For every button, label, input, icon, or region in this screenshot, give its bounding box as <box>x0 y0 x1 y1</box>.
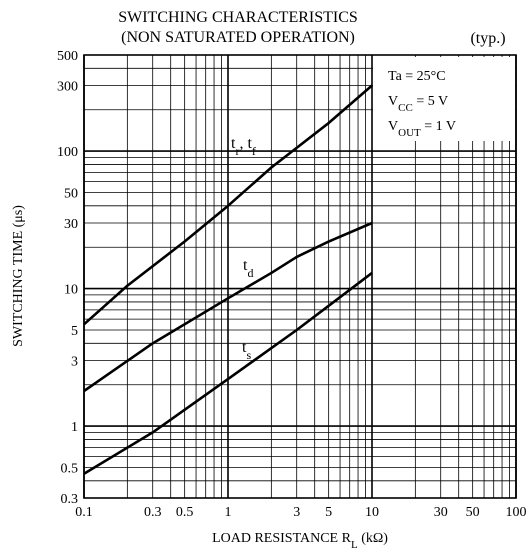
x-tick-label: 3 <box>293 505 300 520</box>
x-tick-label: 1 <box>225 505 232 520</box>
x-tick-label: 5 <box>325 505 332 520</box>
y-tick-label: 0.3 <box>61 492 79 507</box>
x-axis-label: LOAD RESISTANCE RL (kΩ) <box>212 531 388 551</box>
x-tick-label: 30 <box>434 505 448 520</box>
y-tick-label: 3 <box>71 355 78 370</box>
x-tick-label: 0.5 <box>176 505 194 520</box>
series-label: td <box>243 257 253 280</box>
condition-sub: CC <box>398 102 413 114</box>
y-tick-label: 10 <box>64 283 78 298</box>
x-tick-label: 50 <box>466 505 480 520</box>
condition-part: V <box>388 94 398 109</box>
y-tick-label: 0.5 <box>61 461 79 476</box>
series-label-sub: s <box>246 348 251 362</box>
condition: VOUT = 1 V <box>388 119 456 139</box>
series-label-part: t <box>242 339 247 356</box>
x-axis-label-part: LOAD RESISTANCE R <box>212 531 352 546</box>
x-axis-label-part: (kΩ) <box>358 531 389 546</box>
condition: Ta = 25°C <box>388 69 446 84</box>
series-label-sub: f <box>252 144 256 158</box>
y-tick-label: 100 <box>57 145 78 160</box>
line <box>83 271 373 475</box>
series-label: tr, tf <box>231 135 256 158</box>
x-tick-label: 0.3 <box>144 505 162 520</box>
condition-sub: OUT <box>398 127 421 139</box>
condition-part: Ta = 25°C <box>388 69 446 84</box>
x-tick-label: 100 <box>506 505 527 520</box>
y-tick-label: 500 <box>57 49 78 64</box>
chart-title: (NON SATURATED OPERATION) <box>121 29 355 46</box>
conditions-box <box>373 57 515 141</box>
series-label-sub: r <box>235 144 239 158</box>
title-note: (typ.) <box>470 30 505 47</box>
x-tick-label: 0.1 <box>75 505 93 520</box>
x-tick-label: 10 <box>365 505 379 520</box>
series-label-part: t <box>231 135 236 152</box>
y-tick-label: 300 <box>57 80 78 95</box>
series-label-part: , t <box>239 135 252 152</box>
condition-part: V <box>388 119 398 134</box>
y-tick-label: 50 <box>64 186 78 201</box>
y-axis-label: SWITCHING TIME (μs) <box>11 205 26 347</box>
series-label: ts <box>242 339 251 362</box>
y-tick-label: 5 <box>71 324 78 339</box>
plot-frame <box>83 54 517 499</box>
y-tick-label: 30 <box>64 217 78 232</box>
series-label-part: t <box>243 257 248 274</box>
condition: VCC = 5 V <box>388 94 448 114</box>
y-tick-label: 1 <box>71 420 78 435</box>
chart-title: SWITCHING CHARACTERISTICS <box>118 9 358 26</box>
condition-part: = 1 V <box>421 119 456 134</box>
line <box>83 221 373 393</box>
series-label-sub: d <box>247 266 253 280</box>
x-axis-label-sub: L <box>351 539 358 551</box>
condition-part: = 5 V <box>413 94 448 109</box>
line <box>83 84 373 326</box>
